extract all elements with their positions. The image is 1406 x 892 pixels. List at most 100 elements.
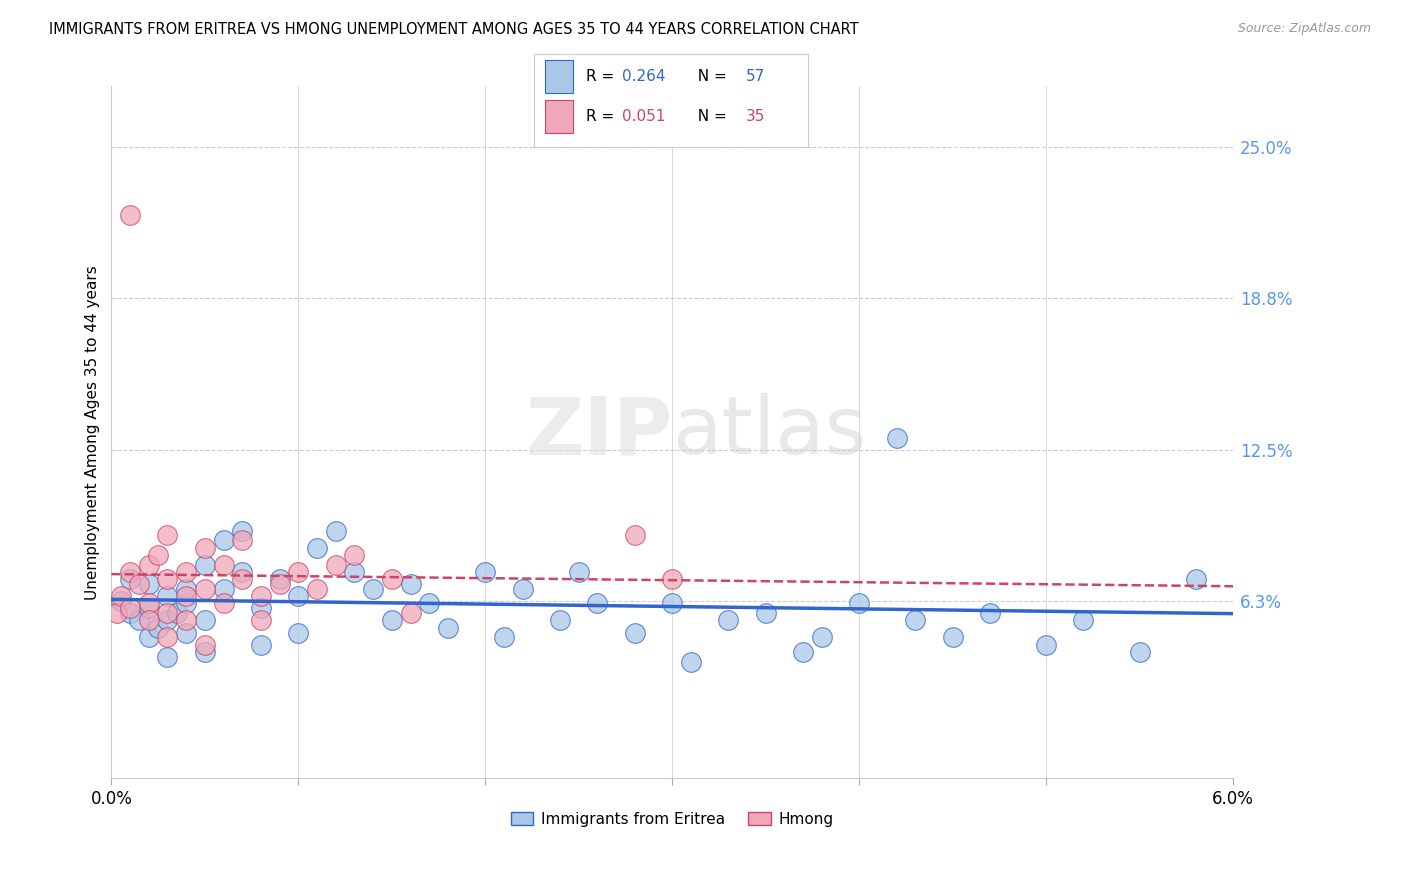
Point [156,528,179,542]
Point [166,606,188,620]
Point [679,655,702,669]
Point [792,645,814,659]
Text: Source: ZipAtlas.com: Source: ZipAtlas.com [1237,22,1371,36]
Point [128,614,150,628]
Point [305,582,328,596]
Point [437,621,460,635]
Point [120,565,142,579]
Text: N =: N = [688,109,731,124]
Point [1128,645,1150,659]
Point [250,614,273,628]
Point [194,614,217,628]
Point [1035,638,1057,652]
Point [138,577,160,591]
Text: ZIP: ZIP [524,393,672,471]
Point [194,541,217,555]
Point [212,558,235,572]
Point [325,558,347,572]
Point [146,621,169,635]
Point [212,596,235,610]
Point [138,601,160,615]
Point [231,524,253,538]
Text: 0.264: 0.264 [621,69,665,84]
Point [904,614,927,628]
Point [381,572,404,586]
Point [586,596,609,610]
Point [138,614,160,628]
Point [110,589,132,603]
Point [942,631,965,645]
Point [399,577,422,591]
Point [624,625,647,640]
Point [146,548,169,562]
Point [492,631,515,645]
Point [755,606,778,620]
Point [138,558,160,572]
Point [156,606,179,620]
Text: N =: N = [688,69,731,84]
Point [250,601,273,615]
FancyBboxPatch shape [546,101,572,133]
Point [174,625,197,640]
FancyBboxPatch shape [546,60,572,93]
Point [325,524,347,538]
Point [269,577,291,591]
Point [194,582,217,596]
Point [1073,614,1095,628]
Point [886,431,908,445]
Text: 57: 57 [745,69,765,84]
Point [1184,572,1206,586]
Point [138,596,160,610]
Point [305,541,328,555]
Point [120,601,142,615]
Point [661,572,683,586]
Point [343,565,366,579]
Point [810,631,832,645]
Point [212,533,235,548]
Point [194,645,217,659]
Point [343,548,366,562]
Point [250,589,273,603]
Text: atlas: atlas [672,393,866,471]
Point [110,594,132,608]
Point [287,625,309,640]
Point [174,596,197,610]
Text: IMMIGRANTS FROM ERITREA VS HMONG UNEMPLOYMENT AMONG AGES 35 TO 44 YEARS CORRELAT: IMMIGRANTS FROM ERITREA VS HMONG UNEMPLO… [49,22,859,37]
Text: 35: 35 [745,109,765,124]
Point [418,596,440,610]
Text: R =: R = [586,69,620,84]
Point [120,208,142,222]
Point [212,582,235,596]
Point [287,565,309,579]
Point [174,582,197,596]
Point [269,572,291,586]
Text: 0.051: 0.051 [621,109,665,124]
Point [474,565,496,579]
Point [361,582,384,596]
Legend: Immigrants from Eritrea, Hmong: Immigrants from Eritrea, Hmong [505,805,839,833]
Point [512,582,534,596]
Point [250,638,273,652]
Point [174,565,197,579]
Text: R =: R = [586,109,620,124]
Point [399,606,422,620]
Point [287,589,309,603]
Point [568,565,591,579]
Point [120,572,142,586]
Point [174,614,197,628]
Point [138,631,160,645]
Point [717,614,740,628]
Point [156,631,179,645]
Point [231,565,253,579]
Y-axis label: Unemployment Among Ages 35 to 44 years: Unemployment Among Ages 35 to 44 years [86,265,100,599]
Point [231,572,253,586]
Point [156,614,179,628]
Point [156,572,179,586]
Point [194,638,217,652]
Point [156,589,179,603]
Point [381,614,404,628]
Point [174,589,197,603]
Point [848,596,870,610]
Point [128,577,150,591]
Point [120,606,142,620]
